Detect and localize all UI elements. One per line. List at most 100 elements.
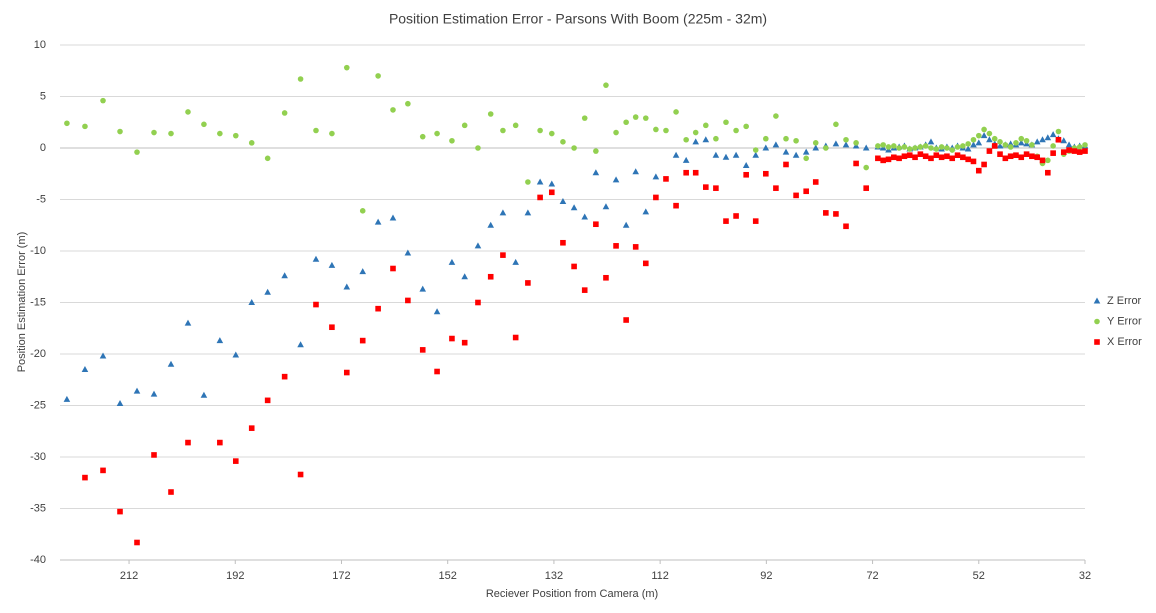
- data-point: [487, 111, 494, 117]
- data-point: [812, 140, 819, 146]
- data-point: [692, 169, 699, 176]
- data-point: [1060, 137, 1068, 144]
- data-point: [762, 144, 770, 151]
- data-point: [1071, 148, 1078, 154]
- data-point: [793, 137, 799, 144]
- data-point: [732, 151, 740, 158]
- data-point: [970, 136, 977, 143]
- data-point: [986, 148, 993, 154]
- data-point: [773, 113, 779, 119]
- data-point: [1017, 139, 1025, 146]
- data-point: [524, 209, 532, 216]
- data-point: [653, 194, 659, 201]
- y-tick-label: 0: [40, 142, 46, 154]
- data-point: [404, 249, 412, 256]
- data-point: [1049, 131, 1057, 138]
- data-point: [1002, 142, 1009, 148]
- data-point: [752, 151, 760, 158]
- data-point: [63, 395, 71, 402]
- data-point: [960, 154, 966, 161]
- data-point: [134, 149, 140, 155]
- data-point: [1023, 137, 1030, 144]
- data-point: [928, 145, 934, 151]
- data-point: [793, 192, 799, 199]
- legend-marker: [1094, 318, 1100, 325]
- data-point: [419, 133, 426, 140]
- data-point: [1039, 136, 1046, 143]
- data-point: [133, 387, 141, 394]
- data-point: [970, 158, 977, 165]
- data-point: [853, 160, 859, 167]
- data-point: [863, 164, 869, 171]
- y-tick-label: -5: [36, 193, 46, 205]
- data-point: [1045, 157, 1051, 164]
- data-point: [548, 130, 555, 137]
- y-tick-label: -10: [30, 245, 46, 257]
- data-point: [1029, 153, 1035, 160]
- data-point: [560, 239, 566, 246]
- data-point: [419, 347, 426, 353]
- data-point: [1065, 141, 1073, 148]
- data-point: [100, 467, 106, 474]
- data-point: [593, 148, 599, 154]
- data-point: [802, 148, 810, 155]
- data-point: [891, 143, 897, 149]
- data-point: [970, 141, 977, 148]
- data-point: [217, 130, 223, 137]
- data-point: [965, 156, 971, 163]
- data-point: [906, 152, 913, 159]
- data-point: [642, 260, 649, 267]
- data-point: [487, 273, 494, 280]
- data-point: [803, 188, 809, 195]
- data-point: [843, 223, 849, 230]
- data-point: [891, 154, 897, 161]
- data-point: [823, 210, 829, 216]
- data-point: [1034, 154, 1041, 161]
- data-point: [763, 170, 769, 177]
- data-point: [642, 208, 650, 215]
- data-point: [622, 221, 630, 228]
- data-point: [906, 146, 913, 152]
- data-point: [167, 360, 175, 367]
- data-point: [448, 258, 456, 265]
- data-point: [281, 110, 288, 116]
- data-point: [938, 154, 945, 161]
- data-point: [896, 145, 902, 151]
- data-point: [117, 128, 123, 135]
- data-point: [297, 341, 304, 348]
- data-point: [703, 122, 709, 129]
- data-point: [763, 135, 769, 142]
- data-point: [248, 299, 256, 305]
- data-point: [374, 218, 382, 225]
- data-point: [922, 143, 929, 149]
- data-point: [150, 390, 158, 397]
- y-tick-label: -35: [30, 502, 46, 514]
- x-tick-label: 52: [973, 570, 985, 582]
- y-tick-label: 10: [34, 39, 46, 51]
- data-point: [981, 161, 987, 168]
- data-point: [949, 147, 956, 153]
- data-point: [449, 335, 455, 342]
- data-point: [449, 137, 455, 144]
- data-point: [842, 141, 850, 148]
- data-point: [1055, 128, 1062, 135]
- data-point: [232, 351, 240, 358]
- data-point: [917, 151, 924, 157]
- data-point: [803, 155, 809, 162]
- data-point: [487, 221, 495, 228]
- data-point: [1066, 147, 1072, 153]
- data-point: [537, 127, 543, 134]
- x-axis-label: Reciever Position from Camera (m): [486, 588, 658, 600]
- data-point: [1076, 144, 1083, 150]
- data-point: [997, 139, 1003, 145]
- y-tick-label: 5: [40, 90, 46, 102]
- data-point: [1029, 142, 1035, 148]
- data-point: [783, 135, 789, 142]
- data-point: [536, 178, 544, 185]
- data-point: [986, 136, 993, 143]
- data-point: [713, 135, 719, 142]
- data-point: [783, 161, 789, 168]
- data-point: [997, 151, 1003, 157]
